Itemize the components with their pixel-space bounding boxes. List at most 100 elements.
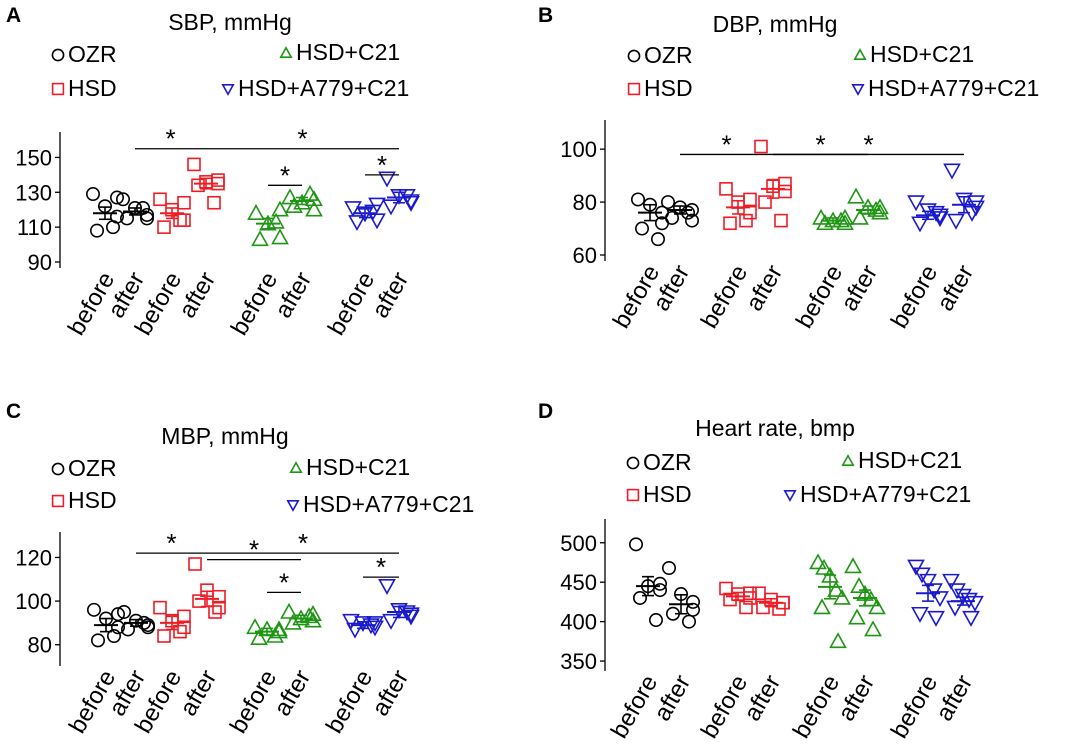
data-point [836,208,854,225]
y-tick-label: 100 [15,589,52,614]
data-point [851,208,869,225]
data-point [931,591,949,608]
data-point [632,590,647,605]
data-point [652,583,667,598]
data-point [942,573,960,590]
y-tick-label: 110 [17,215,52,240]
data-point [871,203,889,220]
data-point [778,176,792,191]
data-point [685,594,700,609]
data-point [829,632,847,649]
significance-star: * [721,129,731,159]
data-point [246,618,264,635]
panel-letter-c: C [6,400,21,423]
y-tick-label: 400 [560,610,597,635]
data-point [304,605,322,621]
data-point [955,192,973,209]
data-point [208,605,222,619]
significance-star: * [377,150,387,180]
legend-marker-ozr [627,49,641,63]
data-point [907,559,925,576]
data-point [285,197,303,214]
data-point [342,613,360,630]
legend-marker-ozr [51,48,65,62]
data-point [778,184,792,199]
data-point [827,580,845,597]
data-point [107,628,122,643]
legend-marker-hsd-a779-c21 [783,489,797,502]
data-point [271,200,289,217]
y-tick-label: 100 [560,137,597,162]
x-tick-label: after [175,666,222,721]
data-point [754,139,768,154]
y-tick-label: 150 [15,145,52,170]
data-point [366,616,384,633]
data-point [281,188,299,205]
x-tick-label: after [833,671,880,726]
data-point [967,200,985,217]
significance-star: * [863,129,873,159]
x-tick-label: after [269,666,316,721]
legend-label-hsd-c21: HSD+C21 [858,447,962,473]
data-point [211,173,225,187]
legend-marker-hsd-c21 [289,461,303,474]
data-point [925,583,943,600]
data-point [739,213,753,228]
data-point [664,210,679,225]
legend-marker-hsd [627,82,641,96]
data-point [192,594,206,608]
legend-marker-hsd-a779-c21 [851,84,865,96]
data-point [833,588,851,605]
y-tick-label: 450 [560,570,597,595]
legend-label-hsd: HSD [644,75,693,101]
data-point [173,624,187,639]
data-point [967,195,985,212]
data-point [212,600,226,615]
legend-label-hsd-c21: HSD+C21 [306,454,410,480]
panel-c: C MBP, mmHg OZR HSD HSD+C21 HSD+A779+C21 80 1… [6,400,474,738]
data-point [90,223,105,238]
data-point [634,221,649,236]
data-point [836,214,854,231]
legend-label-hsd-c21: HSD+C21 [870,41,974,67]
data-point [117,604,132,619]
legend-marker-hsd-a779-c21 [221,84,235,96]
panel-title-d: Heart rate, bmp [695,415,855,441]
data-point [187,157,201,172]
data-point [868,598,886,615]
panel-b: B DBP, mmHg OZR HSD HSD+C21 HSD+A779+C21 60 8… [538,4,1039,333]
data-point [907,195,925,212]
significance-star: * [165,124,175,154]
data-point [650,232,665,247]
y-tick-label: 80 [573,190,597,215]
data-point [270,620,288,637]
data-point [684,213,699,228]
data-point [111,607,126,622]
data-point [305,190,323,207]
data-point [648,613,663,628]
data-point [141,620,156,635]
data-point [911,216,929,233]
data-point [402,609,420,626]
data-point [850,576,868,593]
data-point [743,586,757,601]
data-point [86,187,101,202]
data-point [91,633,106,648]
data-point [927,610,945,627]
x-tick-label: after [739,671,786,726]
data-point [251,230,269,247]
panel-d: D Heart rate, bmp OZR HSD HSD+C21 HSD+A779+… [538,400,984,743]
data-point [739,600,753,615]
y-tick-label: 120 [15,545,52,570]
legend-marker-ozr [626,456,640,470]
x-tick-label: after [931,671,978,726]
significance-star: * [279,567,289,597]
data-point [177,195,191,210]
legend-label-ozr: OZR [68,455,117,481]
data-point [348,215,366,232]
legend-marker-hsd [51,494,65,508]
y-tick-label: 80 [28,633,52,658]
data-point [815,558,833,575]
data-point [962,610,980,627]
data-point [267,212,285,229]
